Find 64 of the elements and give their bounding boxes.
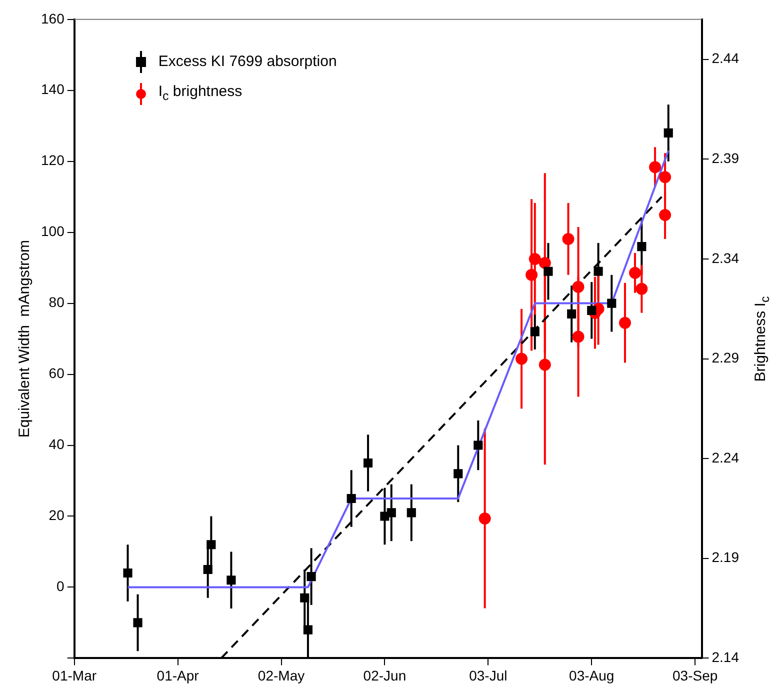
x-tick-label: 01-Mar <box>52 667 97 684</box>
y2-tick-label: 2.29 <box>712 350 740 366</box>
y2-tick-label: 2.24 <box>712 449 740 466</box>
x-tick-label: 03-Aug <box>569 667 614 684</box>
x-tick-label: 02-Jun <box>363 667 406 684</box>
y2-tick-label: 2.44 <box>712 50 740 66</box>
point <box>454 469 463 478</box>
point <box>572 330 584 343</box>
point <box>346 494 356 504</box>
point <box>306 572 316 582</box>
point <box>300 593 310 602</box>
x-tick-label: 01-Apr <box>156 667 200 684</box>
point <box>659 171 672 184</box>
y2-tick-label: 2.14 <box>712 649 740 666</box>
x-tick-label: 03-Sep <box>672 667 718 684</box>
y2-tick-label: 2.34 <box>712 250 740 266</box>
point <box>607 298 616 308</box>
point <box>226 576 236 585</box>
x-tick-label: 02-May <box>258 667 305 684</box>
y-tick-label: 40 <box>48 436 65 452</box>
point <box>572 280 584 293</box>
legend-label: I$_{c}$ brightness <box>158 82 242 106</box>
point <box>206 540 216 550</box>
point <box>380 512 390 521</box>
y-tick-label: 140 <box>41 81 65 98</box>
point <box>587 306 596 315</box>
point <box>386 508 396 518</box>
point <box>516 352 528 365</box>
point <box>562 232 574 245</box>
y-tick-label: 60 <box>48 365 65 382</box>
point <box>406 508 416 518</box>
point <box>528 252 541 265</box>
point <box>526 268 538 281</box>
point <box>538 358 551 371</box>
x-tick-label: 03-Jul <box>469 667 508 684</box>
point <box>649 161 662 174</box>
y-tick-label: 0 <box>56 578 65 594</box>
point <box>659 209 672 222</box>
point <box>636 282 648 295</box>
y-tick-label: 120 <box>41 152 65 168</box>
y-tick-label: 160 <box>41 10 65 26</box>
point <box>664 128 673 138</box>
point <box>303 625 312 634</box>
point <box>544 266 553 276</box>
y-tick-label: 20 <box>48 507 65 524</box>
point <box>538 256 551 269</box>
y-tick-label: 80 <box>48 294 65 310</box>
point <box>133 618 142 628</box>
point <box>530 327 540 336</box>
point <box>478 512 491 524</box>
point <box>618 316 631 329</box>
point <box>123 568 132 578</box>
point <box>363 458 373 468</box>
y-tick-label: 100 <box>41 223 65 240</box>
y2-tick-label: 2.19 <box>712 549 740 566</box>
point <box>474 440 483 450</box>
point <box>629 266 642 279</box>
y-axis-title: Equivalent Width mAngstrom <box>16 240 34 438</box>
point <box>594 266 603 276</box>
point <box>203 564 212 574</box>
y2-tick-label: 2.39 <box>712 150 740 166</box>
point <box>637 242 646 252</box>
legend-label: Excess KI 7699 absorption <box>158 52 337 72</box>
point <box>567 309 576 318</box>
